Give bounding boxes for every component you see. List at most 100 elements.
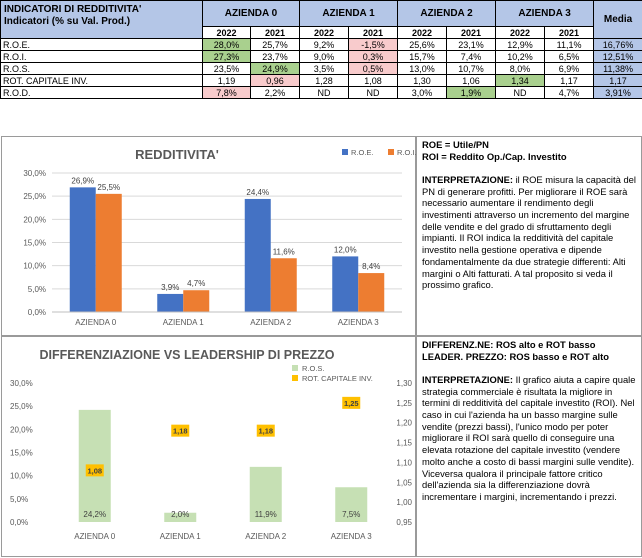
year-header: 2021 [249, 26, 301, 39]
table-cell: 7,4% [446, 50, 497, 63]
table-cell: 1,06 [446, 74, 497, 87]
legend-swatch [388, 149, 394, 155]
y-tick-label: 5,0% [28, 285, 46, 294]
year-header: 2022 [397, 26, 448, 39]
table-cell: 9,0% [299, 50, 350, 63]
legend-swatch [292, 375, 298, 381]
bar-roe [157, 293, 184, 312]
bar-roi [183, 290, 210, 312]
y-tick-label: 0,0% [28, 308, 46, 317]
table-cell: 8,0% [495, 62, 546, 75]
interp-text: il ROE misura la capacità del PN di gene… [422, 173, 636, 291]
marker-rot-capitale [171, 424, 190, 437]
legend-label: ROT. CAPITALE INV. [302, 374, 373, 383]
legend-label: R.O.I. [397, 148, 417, 157]
legend-label: R.O.E. [351, 148, 374, 157]
x-tick-label: AZIENDA 0 [74, 532, 115, 541]
year-header: 2021 [446, 26, 497, 39]
differenziazione-definition: DIFFERENZ.NE: ROS alto e ROT basso [422, 339, 596, 350]
table-cell: 12,9% [495, 38, 546, 51]
x-tick-label: AZIENDA 1 [163, 318, 204, 327]
data-label: 1,25 [344, 399, 359, 408]
data-label: 25,5% [97, 183, 120, 192]
company-header-3: AZIENDA 3 [495, 0, 595, 27]
legend-label: R.O.S. [302, 364, 325, 373]
year-header: 2022 [495, 26, 546, 39]
y2-tick-label: 1,15 [396, 439, 412, 448]
table-cell: 1,28 [299, 74, 350, 87]
legend-swatch [292, 365, 298, 371]
y-tick-label: 10,0% [23, 262, 46, 271]
table-cell: 3,5% [299, 62, 350, 75]
roe-roi-notes: ROE = Utile/PN ROI = Reddito Op./Cap. In… [416, 136, 642, 336]
table-cell: 1,19 [202, 74, 251, 87]
table-row: R.O.I. 27,3% 23,7% 9,0% 0,3% 15,7% 7,4% 10,2% 6,… [0, 50, 642, 63]
table-cell: -1,5% [348, 38, 399, 51]
table-cell: 25,7% [249, 38, 301, 51]
table-row: R.O.E. 28,0% 25,7% 9,2% -1,5% 25,6% 23,1% 12,9%… [0, 38, 642, 51]
bar-roi [270, 258, 297, 312]
year-header: 2021 [544, 26, 595, 39]
bar-roe [332, 256, 359, 312]
marker-rot-capitale [256, 424, 275, 437]
y2-tick-label: 0,95 [396, 518, 412, 527]
company-header-2: AZIENDA 2 [397, 0, 497, 27]
data-label: 4,7% [187, 279, 205, 288]
data-label: 1,18 [258, 427, 273, 436]
table-cell: ND [495, 86, 546, 99]
y2-tick-label: 1,30 [396, 379, 412, 388]
table-cell: 4,7% [544, 86, 595, 99]
table-cell: 7,8% [202, 86, 251, 99]
media-cell: 12,51% [593, 50, 642, 63]
table-cell: 1,34 [495, 74, 546, 87]
table-cell: 2,2% [249, 86, 301, 99]
data-label: 1,18 [173, 427, 188, 436]
media-cell: 16,76% [593, 38, 642, 51]
table-cell: 23,5% [202, 62, 251, 75]
table-row: ROT. CAPITALE INV. 1,19 0,96 1,28 1,08 1,30 1,… [0, 74, 642, 87]
year-header: 2022 [202, 26, 251, 39]
table-row: R.O.S. 23,5% 24,9% 3,5% 0,5% 13,0% 10,7% 8,0% 6,… [0, 62, 642, 75]
y-tick-label: 15,0% [23, 239, 46, 248]
data-label: 8,4% [362, 262, 380, 271]
table-cell: 6,9% [544, 62, 595, 75]
y-tick-label: 10,0% [10, 472, 33, 481]
kpi-table: INDICATORI DI REDDITIVITA' Indicatori (%… [0, 0, 642, 99]
data-label: 11,9% [255, 510, 277, 519]
data-label: 7,5% [342, 510, 360, 519]
table-cell: ND [348, 86, 399, 99]
table-cell: 0,96 [249, 74, 301, 87]
row-label: R.O.D. [0, 86, 203, 99]
x-tick-label: AZIENDA 0 [75, 318, 116, 327]
table-title-line1: INDICATORI DI REDDITIVITA' [4, 4, 142, 15]
y2-tick-label: 1,10 [396, 458, 412, 467]
table-cell: 23,7% [249, 50, 301, 63]
table-cell: 1,9% [446, 86, 497, 99]
bar-ros [249, 466, 282, 522]
table-cell: 1,30 [397, 74, 448, 87]
media-cell: 3,91% [593, 86, 642, 99]
table-cell: 0,5% [348, 62, 399, 75]
data-label: 2,0% [171, 510, 189, 519]
data-label: 3,9% [161, 283, 179, 292]
y-tick-label: 30,0% [23, 169, 46, 178]
roi-definition: ROI = Reddito Op./Cap. Investito [422, 150, 567, 162]
table-title: INDICATORI DI REDDITIVITA' Indicatori (%… [0, 0, 203, 39]
year-header: 2022 [299, 26, 350, 39]
table-body: R.O.E. 28,0% 25,7% 9,2% -1,5% 25,6% 23,1% 12,9%… [0, 38, 642, 99]
row-label: R.O.S. [0, 62, 203, 75]
company-header-1: AZIENDA 1 [299, 0, 399, 27]
table-cell: 28,0% [202, 38, 251, 51]
bar-ros [164, 512, 197, 522]
x-tick-label: AZIENDA 3 [338, 318, 379, 327]
row-label: ROT. CAPITALE INV. [0, 74, 203, 87]
company-header-0: AZIENDA 0 [201, 0, 301, 27]
data-label: 24,4% [246, 188, 269, 197]
y-tick-label: 5,0% [10, 495, 28, 504]
strategy-notes: DIFFERENZ.NE: ROS alto e ROT basso LEADE… [416, 336, 642, 557]
row-label: R.O.E. [0, 38, 203, 51]
year-header: 2021 [348, 26, 399, 39]
table-cell: ND [299, 86, 350, 99]
redditivita-chart-svg: REDDITIVITA' 0,0% 5,0% 10,0% 15,0% 20,0% 25,0%… [23, 147, 417, 327]
y-tick-label: 15,0% [10, 449, 33, 458]
